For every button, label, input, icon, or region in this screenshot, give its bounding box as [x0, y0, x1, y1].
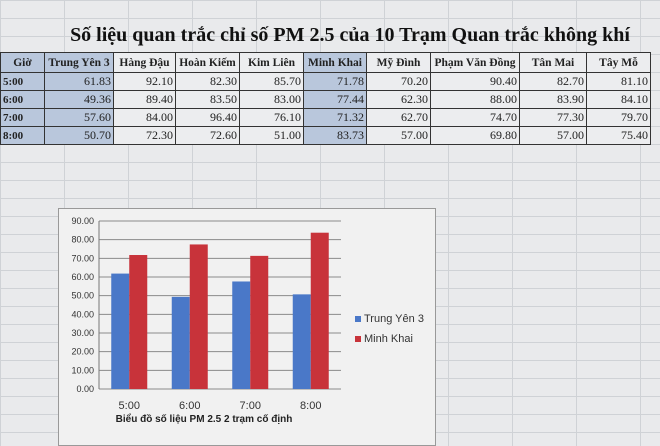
table-cell[interactable]: 62.70: [366, 108, 431, 127]
table-cell[interactable]: 83.90: [519, 90, 587, 109]
x-tick-label: 7:00: [240, 400, 261, 412]
table-cell[interactable]: 84.00: [113, 108, 176, 127]
column-header[interactable]: Mỹ Đình: [366, 52, 431, 73]
x-tick-label: 5:00: [119, 400, 140, 412]
table-row: 8:00 50.70 72.30 72.60 51.00 83.73 57.00 69.80 5…: [0, 126, 651, 145]
bar-trung-yên-3: [232, 281, 251, 389]
legend-label: Minh Khai: [364, 333, 413, 345]
table-cell[interactable]: 85.70: [239, 72, 304, 91]
column-header[interactable]: Hoàn Kiếm: [175, 52, 240, 73]
table-cell[interactable]: 77.44: [303, 90, 367, 109]
table-cell[interactable]: 83.73: [303, 126, 367, 145]
column-header[interactable]: Tây Mỗ: [586, 52, 651, 73]
table-cell[interactable]: 75.40: [586, 126, 651, 145]
y-tick-label: 50.00: [71, 291, 94, 301]
bar-minh-khai: [310, 232, 329, 389]
table-cell[interactable]: 8:00: [0, 126, 45, 145]
table-cell[interactable]: 51.00: [239, 126, 304, 145]
table-row: 5:00 61.83 92.10 82.30 85.70 71.78 70.20 90.40 8…: [0, 72, 651, 91]
table-cell[interactable]: 49.36: [44, 90, 114, 109]
chart-plot: 0.00 10.00 20.00 30.00 40.00 50.00 60.00 70.00 8…: [71, 216, 341, 412]
legend-label: Trung Yên 3: [364, 313, 424, 325]
table-cell[interactable]: 69.80: [430, 126, 520, 145]
table-cell[interactable]: 83.00: [239, 90, 304, 109]
data-table: Giờ Trung Yên 3 Hàng Đậu Hoàn Kiếm Kim Liên M…: [0, 52, 651, 145]
table-cell[interactable]: 77.30: [519, 108, 587, 127]
bar-minh-khai: [129, 255, 148, 389]
header-row: Giờ Trung Yên 3 Hàng Đậu Hoàn Kiếm Kim Liên M…: [0, 52, 651, 73]
table-cell[interactable]: 71.32: [303, 108, 367, 127]
y-tick-label: 40.00: [71, 309, 94, 319]
x-tick-label: 6:00: [179, 400, 200, 412]
column-header[interactable]: Minh Khai: [303, 52, 367, 73]
table-cell[interactable]: 72.60: [175, 126, 240, 145]
y-tick-label: 90.00: [71, 216, 94, 226]
table-cell[interactable]: 57.00: [366, 126, 431, 145]
legend-swatch: [355, 336, 361, 342]
legend-swatch: [355, 316, 361, 322]
legend-item-trung-yen-3: Trung Yên 3: [355, 313, 424, 325]
table-cell[interactable]: 83.50: [175, 90, 240, 109]
table-cell[interactable]: 7:00: [0, 108, 45, 127]
column-header[interactable]: Phạm Văn Đồng: [430, 52, 520, 73]
table-cell[interactable]: 79.70: [586, 108, 651, 127]
table-cell[interactable]: 71.78: [303, 72, 367, 91]
table-cell[interactable]: 76.10: [239, 108, 304, 127]
y-tick-label: 70.00: [71, 253, 94, 263]
table-cell[interactable]: 6:00: [0, 90, 45, 109]
table-cell[interactable]: 89.40: [113, 90, 176, 109]
bar-trung-yên-3: [171, 296, 190, 389]
bar-chart[interactable]: 0.00 10.00 20.00 30.00 40.00 50.00 60.00 70.00 8…: [58, 208, 436, 446]
table-cell[interactable]: 57.60: [44, 108, 114, 127]
table-cell[interactable]: 72.30: [113, 126, 176, 145]
y-tick-label: 60.00: [71, 272, 94, 282]
chart-xlabel: Biểu đồ số liệu PM 2.5 2 trạm cố định: [115, 414, 293, 425]
table-row: 6:00 49.36 89.40 83.50 83.00 77.44 62.30 88.00 8…: [0, 90, 651, 109]
y-tick-label: 0.00: [76, 384, 94, 394]
bar-minh-khai: [189, 244, 208, 389]
table-cell[interactable]: 84.10: [586, 90, 651, 109]
x-tick-label: 8:00: [300, 400, 321, 412]
table-cell[interactable]: 90.40: [430, 72, 520, 91]
legend-item-minh-khai: Minh Khai: [355, 333, 413, 345]
table-row: 7:00 57.60 84.00 96.40 76.10 71.32 62.70 74.70 7…: [0, 108, 651, 127]
column-header[interactable]: Kim Liên: [239, 52, 304, 73]
column-header[interactable]: Tân Mai: [519, 52, 587, 73]
column-header[interactable]: Hàng Đậu: [113, 52, 176, 73]
table-cell[interactable]: 62.30: [366, 90, 431, 109]
y-tick-label: 80.00: [71, 235, 94, 245]
column-header[interactable]: Trung Yên 3: [44, 52, 114, 73]
bar-trung-yên-3: [111, 273, 130, 389]
column-header[interactable]: Giờ: [0, 52, 45, 73]
table-cell[interactable]: 61.83: [44, 72, 114, 91]
table-cell[interactable]: 96.40: [175, 108, 240, 127]
bar-minh-khai: [250, 255, 269, 389]
y-tick-label: 20.00: [71, 347, 94, 357]
sheet-title: Số liệu quan trắc chỉ số PM 2.5 của 10 T…: [70, 24, 630, 46]
table-cell[interactable]: 70.20: [366, 72, 431, 91]
y-tick-label: 30.00: [71, 328, 94, 338]
table-cell[interactable]: 82.70: [519, 72, 587, 91]
y-tick-label: 10.00: [71, 365, 94, 375]
table-cell[interactable]: 81.10: [586, 72, 651, 91]
table-cell[interactable]: 50.70: [44, 126, 114, 145]
table-cell[interactable]: 82.30: [175, 72, 240, 91]
table-cell[interactable]: 74.70: [430, 108, 520, 127]
table-cell[interactable]: 5:00: [0, 72, 45, 91]
table-cell[interactable]: 57.00: [519, 126, 587, 145]
table-cell[interactable]: 88.00: [430, 90, 520, 109]
bar-trung-yên-3: [292, 294, 311, 389]
table-cell[interactable]: 92.10: [113, 72, 176, 91]
